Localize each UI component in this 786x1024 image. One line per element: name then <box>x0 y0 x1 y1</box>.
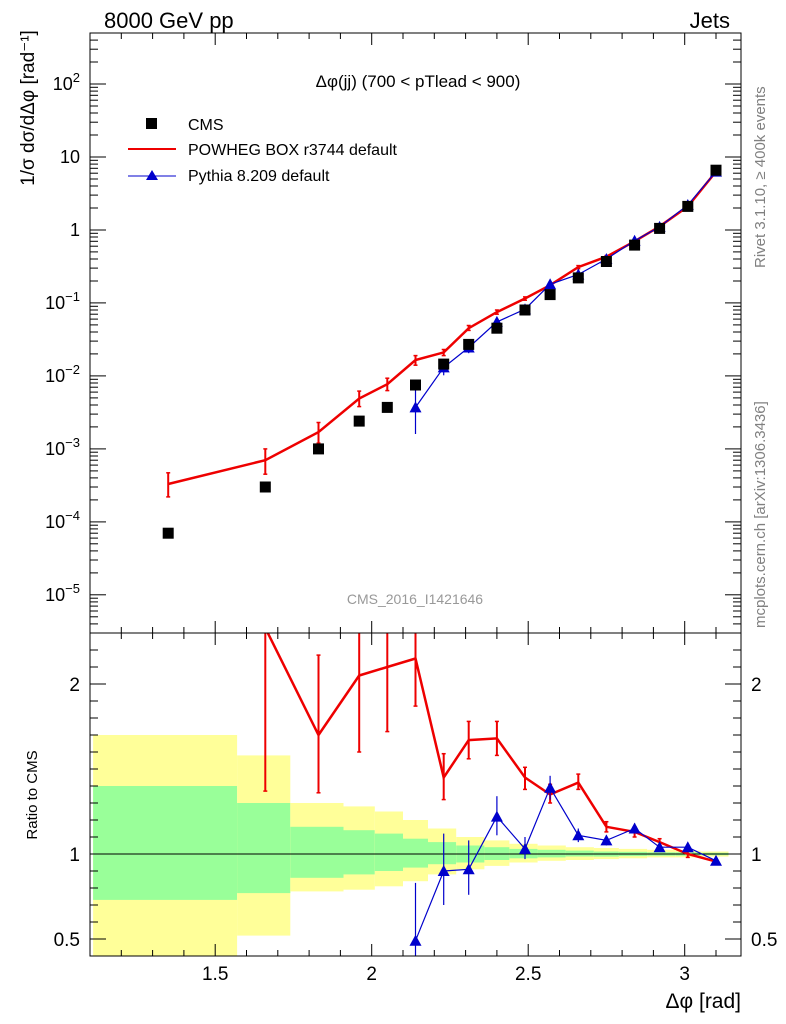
y-tick-label-base-7: 10 <box>53 74 73 94</box>
chart-title: Δφ(jj) (700 < pTlead < 900) <box>316 72 521 91</box>
inner-band-4 <box>374 833 403 871</box>
main-cms-point-4 <box>381 401 393 413</box>
main-cms-point-11 <box>572 272 584 284</box>
y-tick-label-base-0: 10 <box>45 585 65 605</box>
ratio-y-tick-label-1: 1 <box>69 845 80 866</box>
ratio-pythia-line <box>414 786 717 941</box>
ratio-pythia-point-5 <box>544 781 557 793</box>
ratio-y-axis-label: Ratio to CMS <box>24 750 41 839</box>
inner-band-0 <box>93 786 238 900</box>
y-tick-label-1: 10−4 <box>45 508 80 532</box>
main-cms-point-7 <box>463 338 475 350</box>
main-pythia-line <box>415 171 717 408</box>
legend-label-pythia: Pythia 8.209 default <box>188 168 330 185</box>
main-cms-point-13 <box>629 239 641 251</box>
y-tick-label-base-6: 10 <box>60 147 80 167</box>
ratio-pythia-point-7 <box>600 834 613 846</box>
main-cms-point-16 <box>710 164 722 176</box>
y-tick-label-exp-1: −4 <box>65 508 80 523</box>
main-cms-point-8 <box>491 322 503 334</box>
legend-marker-cms <box>146 118 157 129</box>
legend: CMS POWHEG BOX r3744 default Pythia 8.20… <box>128 117 398 185</box>
y-tick-label-5: 1 <box>70 220 80 240</box>
inner-band-3 <box>343 830 375 875</box>
ratio-series-group <box>263 633 722 956</box>
y-tick-label-base-5: 1 <box>70 220 80 240</box>
main-cms-point-5 <box>410 379 421 391</box>
y-tick-label-base-2: 10 <box>45 439 65 459</box>
inner-band-1 <box>237 803 291 894</box>
main-pythia-point-5 <box>544 278 557 290</box>
x-tick-label-0: 1.5 <box>202 964 228 985</box>
ratio-y-tick-label-2: 2 <box>69 675 80 696</box>
ratio-pythia-point-10 <box>681 841 694 853</box>
legend-marker-pythia-triangle <box>146 170 158 180</box>
y-tick-label-2: 10−3 <box>45 435 80 459</box>
category-label: Jets <box>689 8 730 33</box>
inner-band-5 <box>403 838 428 868</box>
ratio-y-tick-label-right-2: 2 <box>751 675 762 696</box>
inner-band-2 <box>290 826 344 878</box>
ratio-pythia-point-6 <box>572 829 585 841</box>
y-tick-label-4: 10−1 <box>45 289 80 313</box>
y-tick-label-exp-2: −3 <box>65 435 80 450</box>
ratio-pythia-point-0 <box>409 934 422 946</box>
y-tick-label-base-3: 10 <box>45 366 65 386</box>
main-cms-point-9 <box>519 304 531 316</box>
main-cms-point-6 <box>438 358 450 370</box>
main-cms-point-3 <box>353 415 365 427</box>
main-cms-point-0 <box>162 527 174 539</box>
analysis-watermark: CMS_2016_I1421646 <box>347 591 483 607</box>
main-pythia-point-0 <box>409 401 422 413</box>
ratio-pythia-point-8 <box>628 822 641 834</box>
y-tick-label-0: 10−5 <box>45 581 80 605</box>
y-tick-label-7: 102 <box>53 70 80 94</box>
ratio-pythia-point-11 <box>710 854 722 866</box>
main-cms-point-14 <box>654 222 666 234</box>
ratio-pythia-point-9 <box>653 841 666 853</box>
x-tick-label-3: 3 <box>679 964 690 985</box>
inner-band-6 <box>428 842 457 865</box>
y-tick-label-exp-4: −1 <box>65 289 80 304</box>
main-cms-point-1 <box>259 481 271 493</box>
x-tick-label-2: 2.5 <box>515 964 541 985</box>
energy-label: 8000 GeV pp <box>104 8 234 33</box>
y-tick-label-6: 10 <box>60 147 80 167</box>
ratio-pythia-point-2 <box>462 863 475 875</box>
x-axis-label: Δφ [rad] <box>666 990 742 1013</box>
ratio-pythia-point-1 <box>437 865 450 876</box>
ratio-y-tick-label-right-1: 1 <box>751 845 762 866</box>
x-tick-label-1: 2 <box>366 964 377 985</box>
legend-label-cms: CMS <box>188 117 224 134</box>
ratio-pythia-point-3 <box>490 810 503 822</box>
main-y-axis-label: 1/σ dσ/dΔφ [rad⁻¹] <box>18 30 39 186</box>
main-cms-point-2 <box>313 443 324 455</box>
y-tick-label-3: 10−2 <box>45 362 80 386</box>
ratio-y-tick-label-right-0: 0.5 <box>751 930 777 951</box>
ratio-plot-frame <box>89 632 742 957</box>
y-tick-label-exp-0: −5 <box>65 581 80 596</box>
y-tick-label-base-4: 10 <box>45 293 65 313</box>
ratio-pythia-point-4 <box>519 842 531 854</box>
ratio-uncertainty-bands <box>93 735 729 956</box>
main-cms-point-10 <box>544 289 556 301</box>
main-cms-point-12 <box>600 256 612 267</box>
legend-label-powheg: POWHEG BOX r3744 default <box>188 142 398 159</box>
y-tick-label-base-1: 10 <box>45 512 65 532</box>
ratio-y-tick-label-0: 0.5 <box>54 930 80 951</box>
y-tick-label-exp-7: 2 <box>73 70 80 85</box>
main-cms-point-15 <box>682 200 694 212</box>
y-tick-label-exp-3: −2 <box>65 362 80 377</box>
main-powheg-line <box>167 170 717 486</box>
